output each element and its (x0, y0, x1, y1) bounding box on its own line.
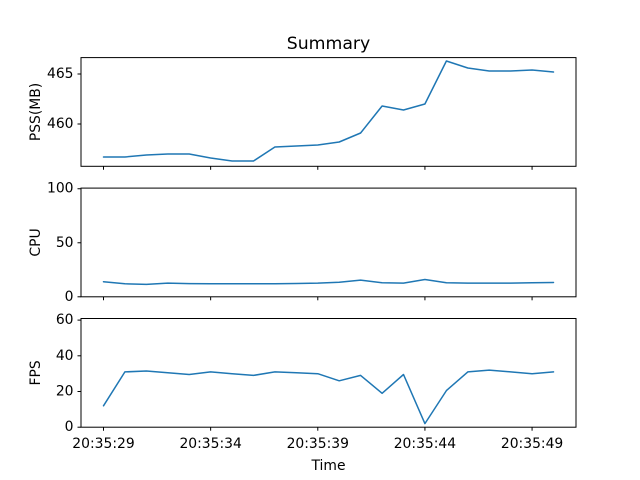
data-line-pss (102, 60, 555, 162)
y-tick-label: 20 (56, 384, 74, 400)
y-axis-label-cpu: CPU (28, 228, 44, 256)
y-tick-label: 0 (65, 289, 74, 305)
x-tick-label: 20:35:29 (72, 436, 134, 452)
y-tick-label: 0 (65, 419, 74, 435)
y-tick-label: 465 (47, 66, 74, 82)
x-tick-label: 20:35:44 (394, 436, 457, 452)
x-axis-label: Time (311, 458, 346, 474)
y-tick-label: 60 (56, 312, 74, 328)
x-tick-label: 20:35:34 (179, 436, 242, 452)
y-tick-label: 40 (56, 348, 74, 364)
axes-border (80, 318, 577, 428)
y-tick-label: 100 (47, 181, 74, 197)
x-tick-label: 20:35:39 (287, 436, 349, 452)
subplot-fps: 0 20 40 60 FPS 20:35:29 20:35:34 20:35:39 20:35:… (28, 312, 577, 452)
x-tick-label: 20:35:49 (501, 436, 563, 452)
axes-border (80, 57, 577, 167)
y-axis-label-pss: PSS(MB) (28, 83, 44, 141)
y-tick-label: 50 (56, 235, 74, 251)
chart-title: Summary (287, 34, 371, 54)
data-line-cpu (102, 278, 555, 286)
axes-border (80, 187, 577, 298)
y-tick-label: 460 (47, 116, 74, 132)
data-line-fps (102, 369, 555, 425)
y-axis-label-fps: FPS (28, 360, 44, 385)
subplot-cpu: 0 50 100 CPU (28, 181, 577, 305)
